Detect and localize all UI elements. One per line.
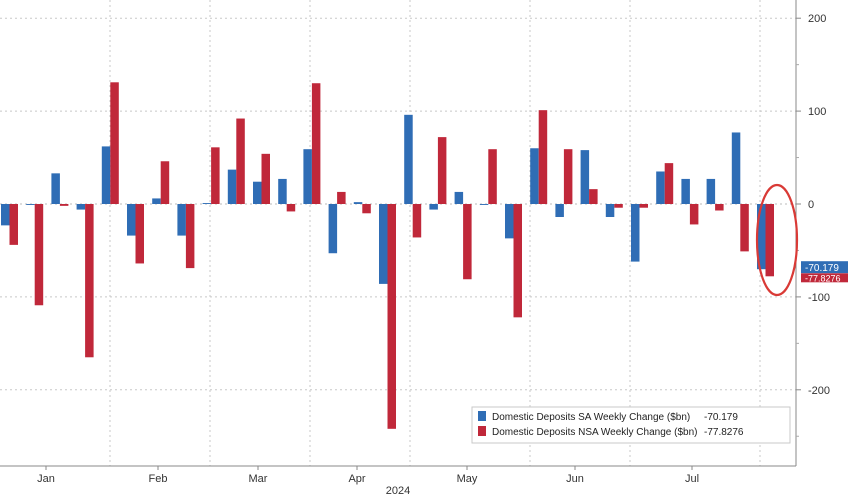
sa-bar [26,204,35,205]
sa-last-value-label: -70.179 [805,263,839,274]
nsa-bar [160,161,170,204]
sa-bar [555,204,564,218]
legend-swatch [478,426,486,436]
x-tick-label: Feb [149,473,168,485]
sa-bar [404,114,413,204]
nsa-bar [488,149,497,204]
nsa-bar [311,83,321,204]
nsa-bar [34,204,44,306]
sa-bar [479,204,489,205]
sa-bar [605,204,615,218]
nsa-bar [9,204,18,245]
sa-bar [152,198,161,204]
x-tick-label: May [457,473,478,485]
sa-bar [656,171,665,204]
x-tick-label: Jun [566,473,584,485]
sa-last-value-tag [801,261,848,274]
nsa-bar [110,82,119,204]
nsa-bar [387,204,396,429]
nsa-bar [59,204,69,206]
nsa-bar [261,153,270,204]
sa-bar [76,204,86,210]
sa-bar [177,204,186,236]
sa-bar [202,203,212,204]
legend-value: -77.8276 [704,427,744,438]
nsa-last-value-label: -77.8276 [805,273,841,283]
nsa-bar [463,204,472,280]
nsa-bar [664,163,674,204]
legend-value: -70.179 [704,412,738,423]
sa-bar [127,204,136,236]
x-tick-label: Jul [685,473,699,485]
sa-bar [530,148,539,204]
sa-bar [631,204,640,262]
sa-bar [278,178,287,204]
nsa-last-value-tag [801,273,848,283]
highlight-ellipse [755,183,799,297]
annotations [755,183,799,297]
nsa-bar [337,191,346,204]
x-tick-label: Apr [348,473,365,485]
nsa-bar [589,189,598,204]
sa-bar [303,149,312,204]
nsa-bar [614,204,623,208]
sa-bar [706,178,716,204]
nsa-bar [185,204,195,269]
legend-box [471,406,791,444]
sa-bar [227,169,237,204]
sa-bar [353,202,363,204]
y-tick-label: 100 [808,106,826,118]
nsa-bar [538,110,548,204]
nsa-bar [286,204,296,212]
nsa-bar [715,204,724,211]
sa-bar [1,204,10,226]
y-tick-label: -100 [808,292,830,304]
sa-bar [328,204,338,254]
nsa-bar [639,204,648,208]
y-tick-label: -200 [808,385,830,397]
legend-label: Domestic Deposits NSA Weekly Change ($bn… [492,427,697,438]
sa-bar [379,204,388,284]
sa-bar [454,191,464,204]
legend-swatch [478,411,486,421]
sa-bar [757,204,766,270]
nsa-bar [236,118,245,204]
nsa-bar [437,137,447,204]
x-axis-label: 2024 [386,485,410,495]
sa-bar [505,204,514,239]
x-tick-label: Jan [37,473,55,485]
nsa-bar [135,204,144,264]
bars [1,82,774,429]
legend: Domestic Deposits SA Weekly Change ($bn)… [471,406,791,444]
sa-bar [51,173,60,204]
sa-bar [731,132,741,204]
legend-label: Domestic Deposits SA Weekly Change ($bn) [492,412,690,423]
nsa-bar [211,147,220,204]
sa-bar [681,178,690,204]
nsa-bar [85,204,94,358]
nsa-bar [412,204,422,238]
nsa-bar [362,204,371,214]
nsa-bar [765,204,774,277]
nsa-bar [513,204,522,318]
nsa-bar [563,149,573,204]
sa-bar [580,150,590,204]
sa-bar [429,204,438,210]
nsa-bar [689,204,699,225]
y-tick-label: 0 [808,199,814,211]
x-tick-label: Mar [249,473,268,485]
sa-bar [101,146,111,204]
nsa-bar [740,204,749,252]
sa-bar [253,181,262,204]
y-tick-label: 200 [808,13,826,25]
